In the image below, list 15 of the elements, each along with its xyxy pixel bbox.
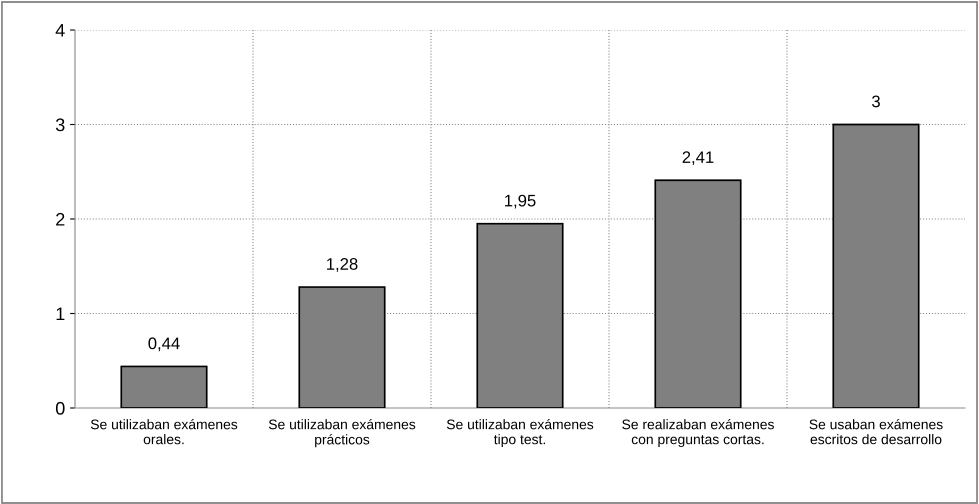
- y-tick-label: 3: [56, 118, 64, 132]
- data-label: 1,28: [327, 258, 358, 272]
- y-tick-label: 2: [56, 212, 64, 226]
- data-label: 0,44: [148, 337, 180, 352]
- data-label: 2,41: [682, 151, 714, 166]
- x-tick-label: Se usaban exámenes escritos de desarrollo: [809, 418, 943, 444]
- data-label: 1,95: [505, 194, 536, 209]
- x-tick-label: Se realizaban exámenes con preguntas cortas.: [622, 418, 774, 448]
- y-tick-label: 0: [56, 402, 65, 415]
- x-tick-label: Se utilizaban exámenes orales.: [90, 418, 238, 444]
- x-tick-label: Se utilizaban exámenes tipo test.: [446, 418, 594, 448]
- x-tick-label: Se utilizaban exámenes prácticos: [268, 418, 416, 448]
- y-tick-label: 1: [56, 308, 64, 320]
- y-tick-label: 4: [56, 24, 65, 37]
- data-label: 3: [872, 96, 880, 108]
